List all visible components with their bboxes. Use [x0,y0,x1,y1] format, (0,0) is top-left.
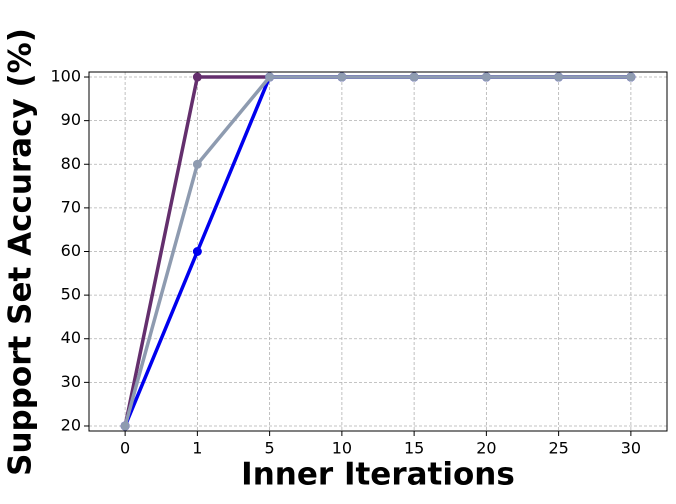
x-tick-label: 25 [548,439,568,458]
point [337,72,347,82]
plot-frame [88,71,668,432]
x-tick-label: 15 [404,439,424,458]
x-tick-label: 30 [621,439,641,458]
x-tick-label: 10 [332,439,352,458]
y-tick-label: 70 [61,197,81,216]
x-tick-label: 20 [476,439,496,458]
x-tick-label: 0 [120,439,130,458]
y-tick-label: 90 [61,110,81,129]
x-axis-label: Inner Iterations [241,457,515,493]
point [554,72,564,82]
point [192,247,202,256]
x-tick-label: 1 [192,439,202,458]
y-tick-label: 100 [50,67,81,86]
point [265,72,275,82]
y-tick-label: 20 [61,415,81,434]
y-axis-label: Support Set Accuracy (%) [3,28,39,476]
y-tick-label: 50 [61,285,81,304]
y-tick-label: 60 [61,241,81,260]
point [481,72,491,82]
y-tick-label: 80 [61,154,81,173]
y-tick-label: 30 [61,372,81,391]
x-tick-label: 5 [265,439,275,458]
point [192,159,202,169]
point [626,72,636,82]
point [120,421,130,431]
point [409,72,419,82]
y-tick-label: 40 [61,328,81,347]
point [192,72,202,82]
series-line [123,75,631,427]
